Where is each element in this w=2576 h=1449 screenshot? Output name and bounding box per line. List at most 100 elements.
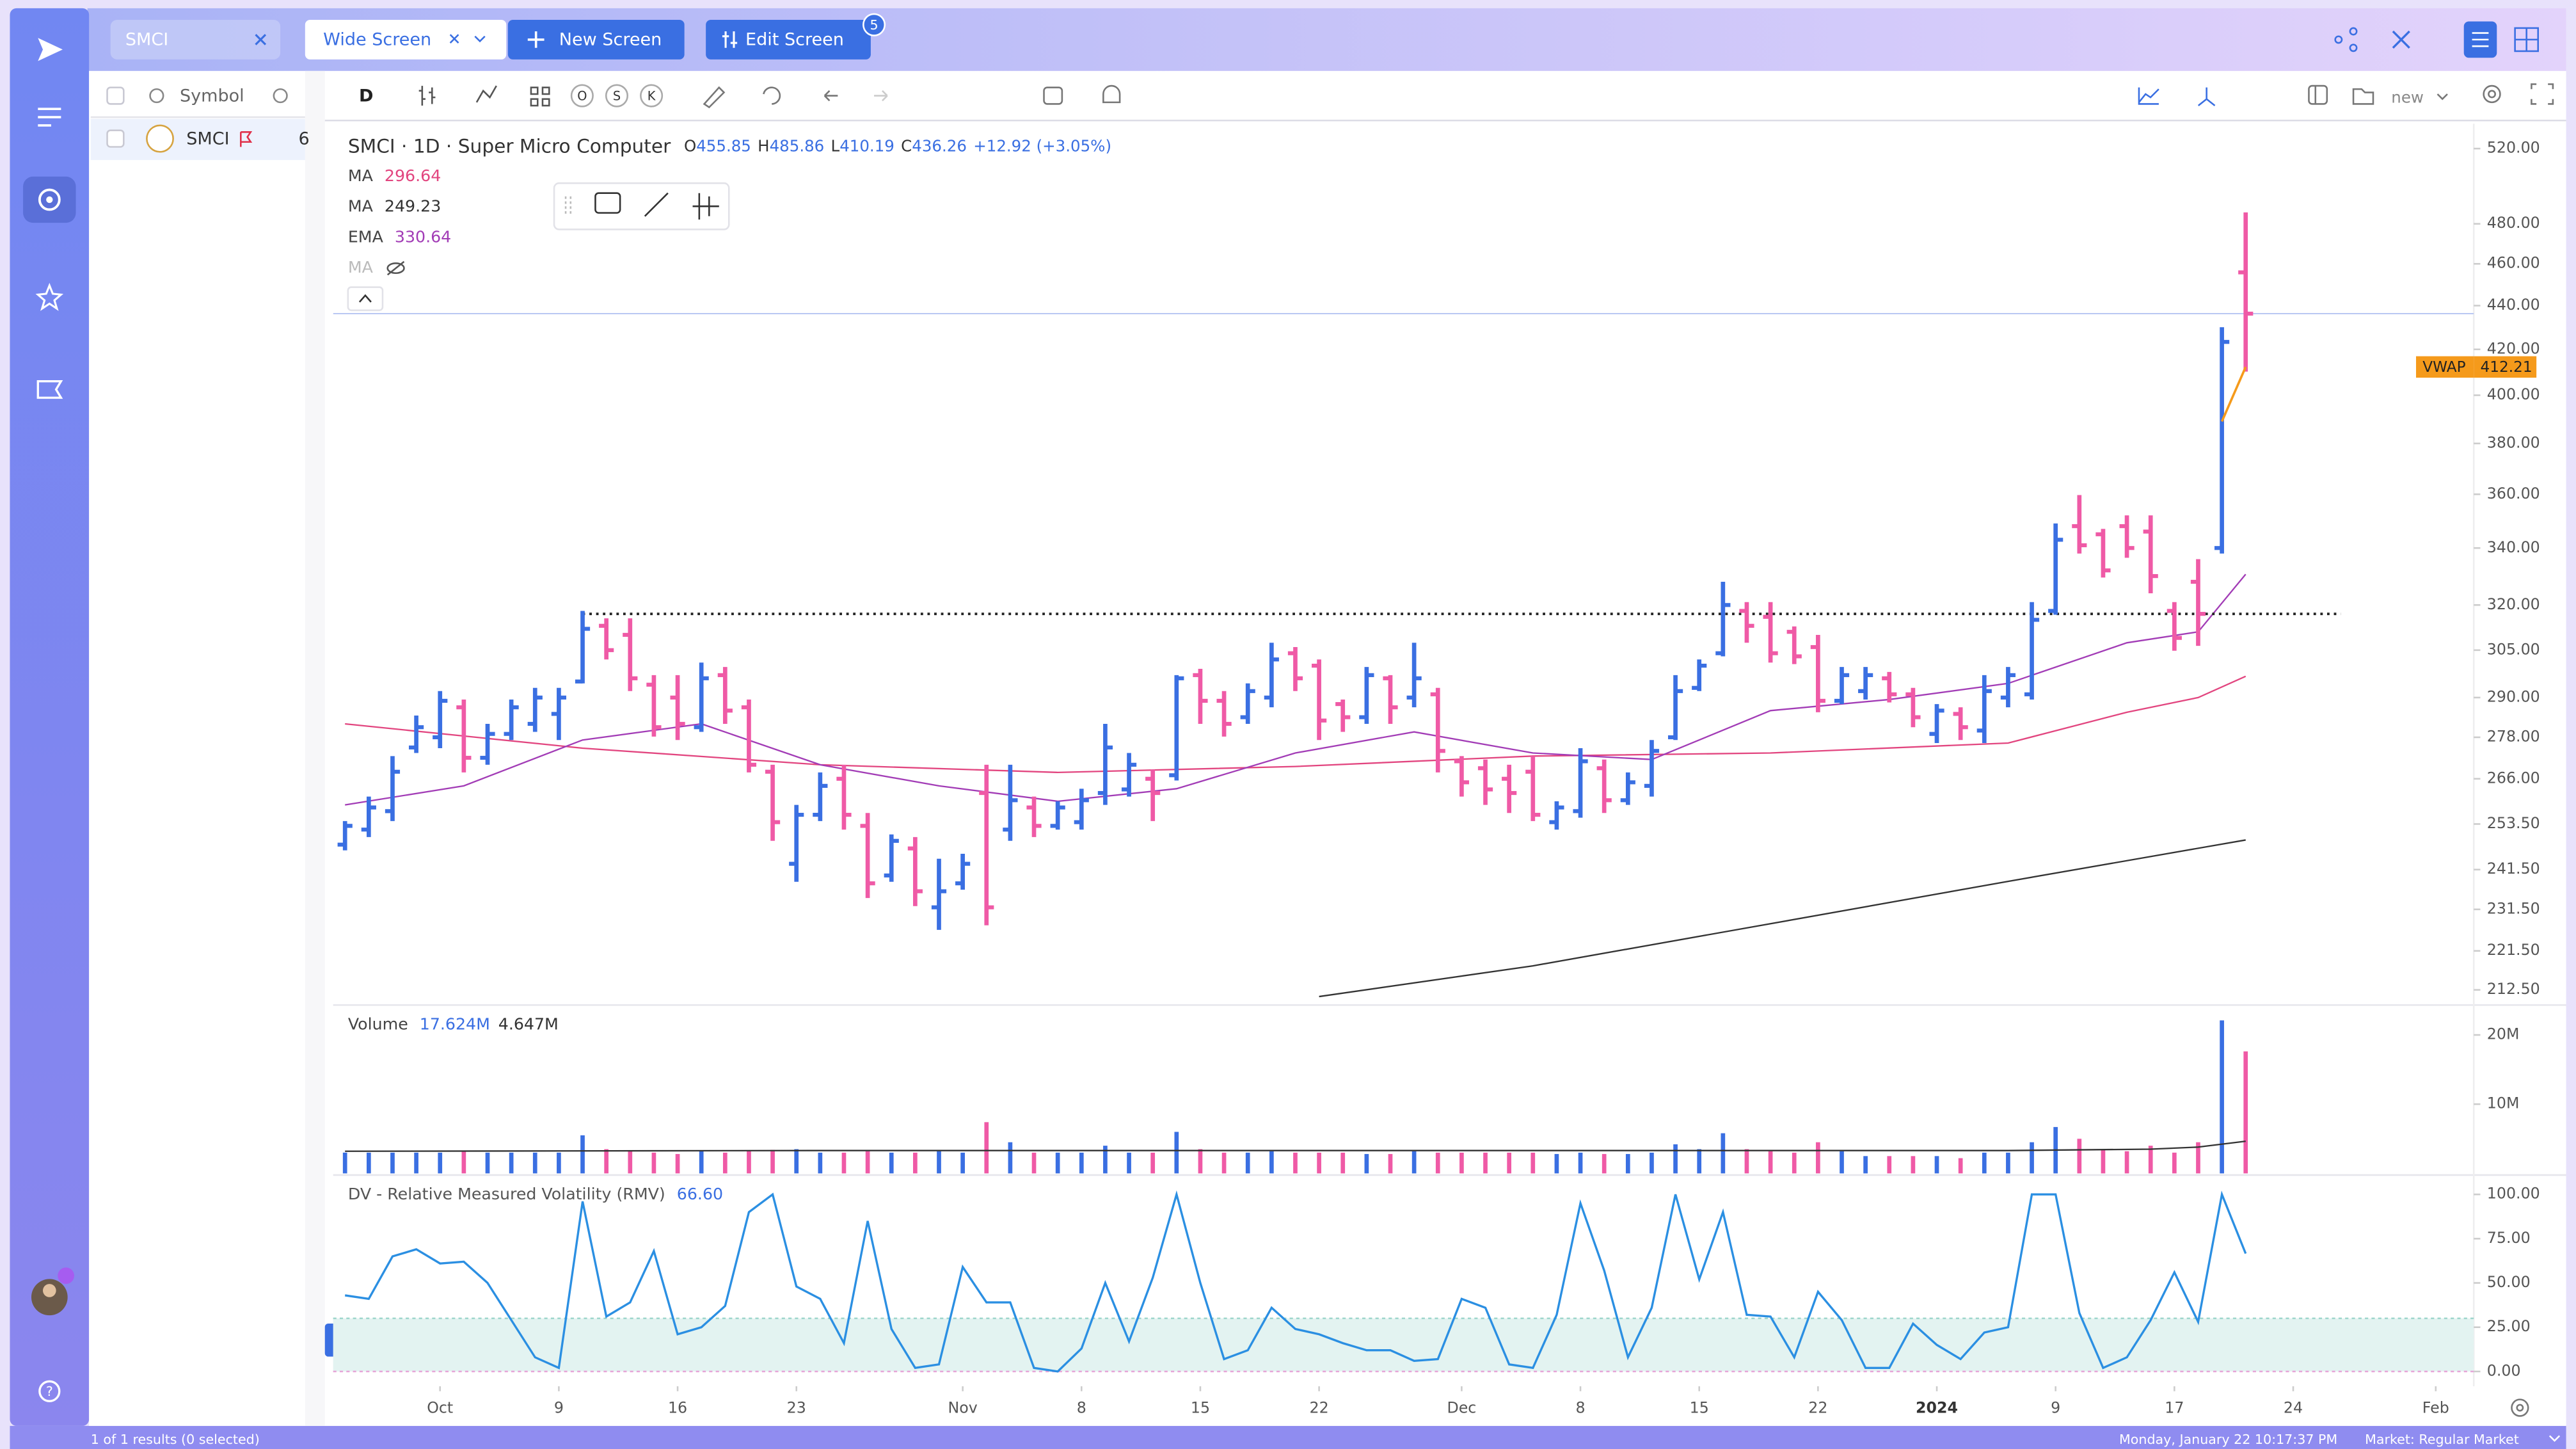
alert-icon[interactable] <box>1102 84 1121 104</box>
screens-icon-part[interactable] <box>38 188 61 211</box>
row-symbol[interactable]: SMCI <box>186 129 229 148</box>
draw-icon-part[interactable] <box>703 86 726 109</box>
drawing-toolbar-part[interactable] <box>553 182 730 230</box>
logo[interactable] <box>38 38 63 61</box>
logo-part[interactable] <box>38 38 63 61</box>
splitter[interactable] <box>305 70 325 1426</box>
x-icon[interactable] <box>2392 30 2410 49</box>
templates-icon-part[interactable] <box>530 98 539 107</box>
new-screen-button-part[interactable] <box>507 19 685 60</box>
help-icon[interactable]: ? <box>38 1380 61 1402</box>
axis-settings-icon[interactable] <box>2511 1398 2529 1417</box>
screen-select[interactable]: Wide Screen <box>305 19 507 60</box>
symbol-tab-part[interactable] <box>110 19 281 60</box>
chart-type-icon[interactable] <box>2138 87 2159 105</box>
collapse-button[interactable] <box>347 286 384 312</box>
templates-icon-part[interactable] <box>541 86 550 95</box>
redo-icon[interactable] <box>874 90 888 102</box>
edit-screen-button-part[interactable] <box>706 19 871 60</box>
share-icon-part[interactable] <box>2349 44 2358 52</box>
screen-select-part[interactable] <box>474 35 486 43</box>
user-avatar-part[interactable] <box>43 1284 56 1297</box>
new-screen-button-part[interactable] <box>527 31 545 48</box>
collapse-button-part[interactable] <box>347 286 384 312</box>
watchlist-icon-part[interactable] <box>35 282 64 311</box>
calendar-icon-part[interactable] <box>1043 86 1063 105</box>
header-settings-icon[interactable] <box>273 88 288 104</box>
layout-icon-part[interactable] <box>2308 84 2328 105</box>
ohlc-buttons[interactable] <box>570 84 664 108</box>
interval-button[interactable]: D <box>359 86 373 106</box>
settings-icon[interactable] <box>2483 84 2501 104</box>
edit-screen-button-part[interactable] <box>863 13 886 36</box>
column-header[interactable]: Symbol <box>180 86 244 106</box>
fullscreen-icon-part[interactable] <box>2531 83 2554 105</box>
axis-settings-icon-part[interactable] <box>2511 1398 2529 1417</box>
watchlist-icon[interactable] <box>35 282 64 311</box>
edit-screen-button[interactable]: Edit Screen 5 <box>706 13 886 60</box>
collapse-button-part[interactable] <box>358 294 372 303</box>
alerts-icon[interactable] <box>36 380 63 399</box>
flag-icon[interactable] <box>240 131 253 147</box>
help-icon-part[interactable] <box>38 1380 61 1402</box>
list-view-button[interactable] <box>2463 21 2497 58</box>
chart-type-icon-part[interactable] <box>2138 87 2159 105</box>
redo-icon-part[interactable] <box>874 90 888 102</box>
menu-icon[interactable] <box>38 108 61 127</box>
compare-icon-part[interactable] <box>2197 87 2216 107</box>
drawing-toolbar-part[interactable] <box>594 192 621 214</box>
drawing-toolbar-part[interactable] <box>564 196 572 216</box>
calendar-icon[interactable] <box>1043 86 1063 105</box>
ohlc-buttons-part[interactable] <box>570 84 594 108</box>
select-all-checkbox[interactable] <box>106 86 125 105</box>
templates-icon-part[interactable] <box>530 86 539 95</box>
edit-screen-button-part[interactable] <box>722 31 738 48</box>
ohlc-buttons-part[interactable] <box>640 84 664 108</box>
screen-select-part[interactable] <box>449 34 459 44</box>
folder-icon[interactable] <box>2352 88 2374 105</box>
draw-icon[interactable] <box>703 86 726 109</box>
drawing-toolbar-part[interactable] <box>692 193 719 220</box>
settings-icon-part[interactable] <box>2488 90 2496 99</box>
ohlc-buttons-part[interactable] <box>605 84 629 108</box>
layout-chevron[interactable] <box>2437 93 2448 100</box>
indicators-icon[interactable] <box>475 85 497 103</box>
grid-view-button-part[interactable] <box>2515 28 2538 51</box>
drawing-toolbar[interactable] <box>553 182 730 230</box>
screens-icon[interactable] <box>23 176 76 223</box>
fullscreen-icon[interactable] <box>2531 83 2554 105</box>
templates-icon-part[interactable] <box>541 98 550 107</box>
undo-icon-part[interactable] <box>823 90 838 102</box>
settings-icon-part[interactable] <box>2483 84 2501 104</box>
share-icon-part[interactable] <box>2334 35 2343 44</box>
user-avatar[interactable] <box>31 1267 74 1316</box>
folder-icon-part[interactable] <box>2352 88 2374 105</box>
axis-settings-icon-part[interactable] <box>2516 1404 2524 1412</box>
refresh-icon-part[interactable] <box>763 86 781 105</box>
layout-name[interactable]: new <box>2391 88 2424 106</box>
compare-icon[interactable] <box>2197 87 2216 107</box>
drawing-toolbar-part[interactable] <box>644 192 669 217</box>
footer-chevron[interactable] <box>2548 1435 2561 1442</box>
row-checkbox[interactable] <box>106 129 125 148</box>
share-icon[interactable] <box>2334 27 2358 52</box>
toolbar-toggle[interactable]: S <box>613 88 621 103</box>
symbol-tab[interactable]: SMCI <box>110 19 281 60</box>
watchlist-row-bg[interactable] <box>90 118 305 161</box>
grid-view-button[interactable] <box>2514 27 2540 52</box>
bar-style-icon-part[interactable] <box>418 86 436 106</box>
bar-style-icon[interactable] <box>418 86 436 106</box>
alert-icon-part[interactable] <box>1102 84 1121 104</box>
screen-select-part[interactable] <box>305 19 507 60</box>
columns-settings-icon[interactable] <box>149 88 164 104</box>
share-icon-part[interactable] <box>2349 27 2358 36</box>
indicators-icon-part[interactable] <box>475 85 497 103</box>
new-screen-button[interactable]: New Screen <box>507 19 685 60</box>
toolbar-toggle[interactable]: O <box>577 88 587 103</box>
undo-icon[interactable] <box>823 90 838 102</box>
toolbar-toggle[interactable]: K <box>648 88 656 103</box>
x-icon-part[interactable] <box>2392 30 2410 49</box>
refresh-icon[interactable] <box>763 86 781 105</box>
list-view-button-part[interactable] <box>2472 32 2489 47</box>
templates-icon[interactable] <box>530 86 550 107</box>
